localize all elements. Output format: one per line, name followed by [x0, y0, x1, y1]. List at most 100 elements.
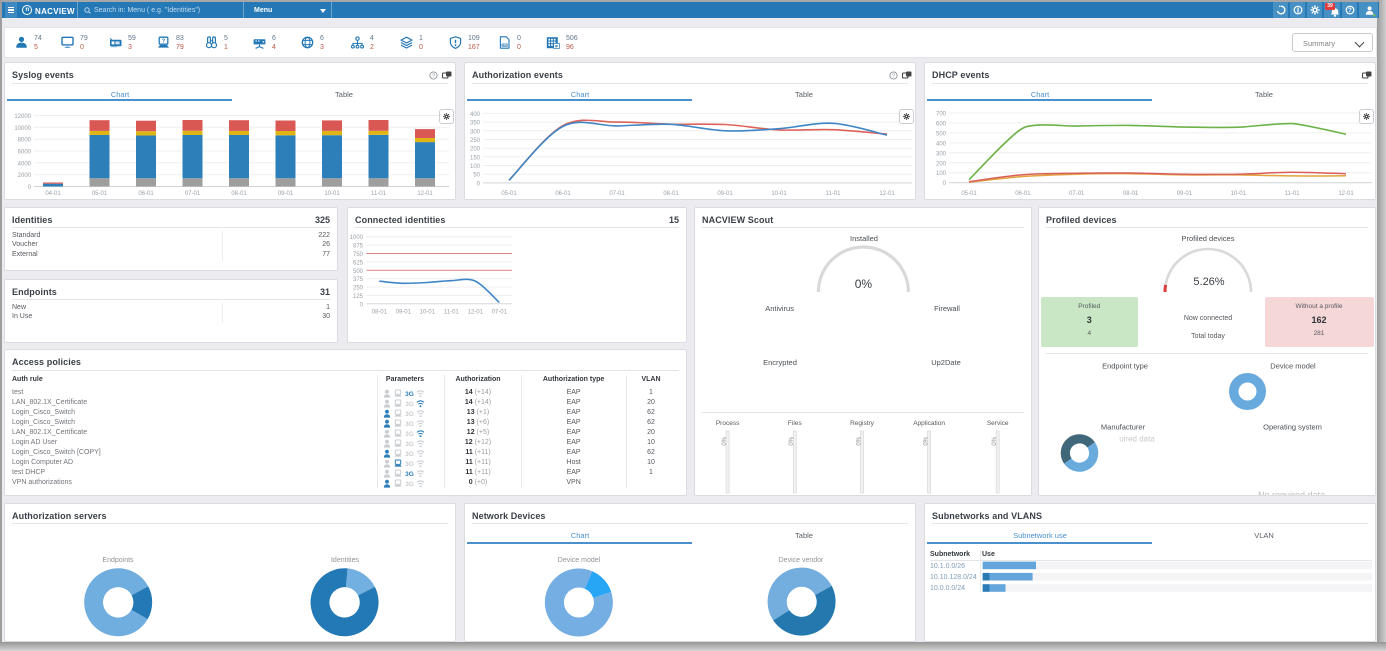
svg-text:0%: 0%	[789, 436, 795, 445]
svg-text:Service: Service	[987, 420, 1009, 427]
svg-text:0: 0	[943, 181, 947, 187]
svg-text:300: 300	[470, 129, 481, 135]
svg-text:1000: 1000	[350, 235, 364, 241]
svg-text:Device model: Device model	[558, 557, 601, 564]
svg-text:Operating system: Operating system	[1263, 423, 1322, 432]
svg-text:3G: 3G	[405, 481, 414, 488]
svg-text:Process: Process	[716, 420, 740, 427]
svg-text:?: ?	[1348, 8, 1352, 14]
svg-text:3G: 3G	[405, 441, 414, 448]
svg-text:Endpoint type: Endpoint type	[1102, 362, 1148, 371]
svg-text:0: 0	[360, 302, 364, 308]
svg-text:IP: IP	[555, 45, 559, 49]
svg-text:625: 625	[353, 260, 364, 266]
svg-text:09-01: 09-01	[1177, 191, 1193, 197]
svg-text:Encrypted: Encrypted	[763, 358, 797, 367]
svg-text:0%: 0%	[924, 436, 930, 445]
svg-text:400: 400	[936, 141, 947, 147]
svg-text:09-01: 09-01	[717, 191, 733, 197]
svg-text:200: 200	[936, 161, 947, 167]
svg-text:3G: 3G	[405, 401, 414, 408]
svg-text:Device vendor: Device vendor	[779, 557, 824, 564]
svg-text:Application: Application	[913, 420, 945, 427]
svg-text:VPN: VPN	[502, 43, 507, 47]
svg-text:09-01: 09-01	[278, 191, 294, 197]
svg-text:Firewall: Firewall	[934, 304, 960, 313]
svg-text:Now connected: Now connected	[1184, 315, 1232, 322]
svg-text:11-01: 11-01	[1285, 191, 1301, 197]
svg-text:12-01: 12-01	[879, 191, 895, 197]
svg-text:08-01: 08-01	[1123, 191, 1139, 197]
svg-text:No required data: No required data	[1258, 490, 1325, 496]
svg-text:3G: 3G	[405, 421, 414, 428]
svg-text:Device model: Device model	[1270, 362, 1316, 371]
svg-text:Registry: Registry	[850, 420, 875, 427]
svg-text:3G: 3G	[405, 391, 414, 398]
svg-text:700: 700	[936, 112, 947, 118]
svg-text:12000: 12000	[14, 114, 31, 120]
svg-text:200: 200	[470, 147, 481, 153]
svg-text:11-01: 11-01	[444, 310, 460, 316]
svg-text:07-01: 07-01	[492, 310, 508, 316]
svg-text:10000: 10000	[14, 126, 31, 132]
svg-text:125: 125	[353, 294, 364, 300]
svg-text:Antivirus: Antivirus	[765, 304, 794, 313]
svg-text:06-01: 06-01	[555, 191, 571, 197]
svg-text:05-01: 05-01	[961, 191, 977, 197]
svg-text:750: 750	[353, 252, 364, 258]
svg-text:11-01: 11-01	[371, 191, 387, 197]
svg-text:Identities: Identities	[331, 557, 360, 564]
svg-text:12-01: 12-01	[468, 310, 484, 316]
svg-text:Up2Date: Up2Date	[931, 358, 961, 367]
svg-text:100: 100	[470, 164, 481, 170]
svg-text:0%: 0%	[855, 277, 873, 291]
svg-text:50: 50	[473, 173, 480, 179]
svg-text:3G: 3G	[405, 431, 414, 438]
svg-text:0: 0	[477, 181, 481, 187]
svg-text:250: 250	[353, 286, 364, 292]
svg-text:Endpoints: Endpoints	[102, 557, 134, 564]
svg-text:5.26%: 5.26%	[1193, 276, 1224, 288]
svg-text:350: 350	[470, 121, 481, 127]
svg-text:09-01: 09-01	[396, 310, 412, 316]
svg-text:Manufacturer: Manufacturer	[1101, 423, 1146, 432]
svg-text:10-01: 10-01	[1231, 191, 1247, 197]
svg-text:05-01: 05-01	[92, 191, 108, 197]
svg-text:10-01: 10-01	[324, 191, 340, 197]
svg-text:6000: 6000	[18, 150, 32, 156]
svg-text:0%: 0%	[722, 436, 728, 445]
svg-text:150: 150	[470, 155, 481, 161]
svg-text:?: ?	[162, 39, 166, 45]
svg-text:08-01: 08-01	[231, 191, 247, 197]
svg-text:100: 100	[936, 171, 947, 177]
svg-text:11-01: 11-01	[826, 191, 842, 197]
svg-text:0: 0	[28, 185, 32, 191]
svg-text:500: 500	[353, 269, 364, 275]
svg-text:3G: 3G	[405, 411, 414, 418]
svg-text:3G: 3G	[405, 451, 414, 458]
svg-text:05-01: 05-01	[501, 191, 517, 197]
svg-text:10-01: 10-01	[771, 191, 787, 197]
svg-text:04-01: 04-01	[45, 191, 61, 197]
svg-text:250: 250	[470, 138, 481, 144]
svg-text:07-01: 07-01	[185, 191, 201, 197]
svg-text:06-01: 06-01	[1015, 191, 1031, 197]
svg-text:08-01: 08-01	[663, 191, 679, 197]
svg-text:Files: Files	[788, 420, 802, 427]
svg-text:12-01: 12-01	[1338, 191, 1354, 197]
svg-text:0%: 0%	[856, 436, 862, 445]
svg-text:4000: 4000	[18, 161, 32, 167]
svg-text:06-01: 06-01	[138, 191, 154, 197]
svg-text:07-01: 07-01	[609, 191, 625, 197]
svg-text:300: 300	[936, 151, 947, 157]
svg-text:Total today: Total today	[1191, 333, 1225, 340]
svg-text:500: 500	[936, 131, 947, 137]
svg-text:0%: 0%	[992, 436, 998, 445]
svg-text:07-01: 07-01	[1069, 191, 1085, 197]
svg-text:10-01: 10-01	[420, 310, 436, 316]
svg-text:?: ?	[432, 73, 435, 79]
svg-text:400: 400	[470, 112, 481, 118]
svg-text:3G: 3G	[405, 471, 414, 478]
svg-text:uired data: uired data	[1119, 435, 1155, 444]
svg-text:875: 875	[353, 244, 364, 250]
